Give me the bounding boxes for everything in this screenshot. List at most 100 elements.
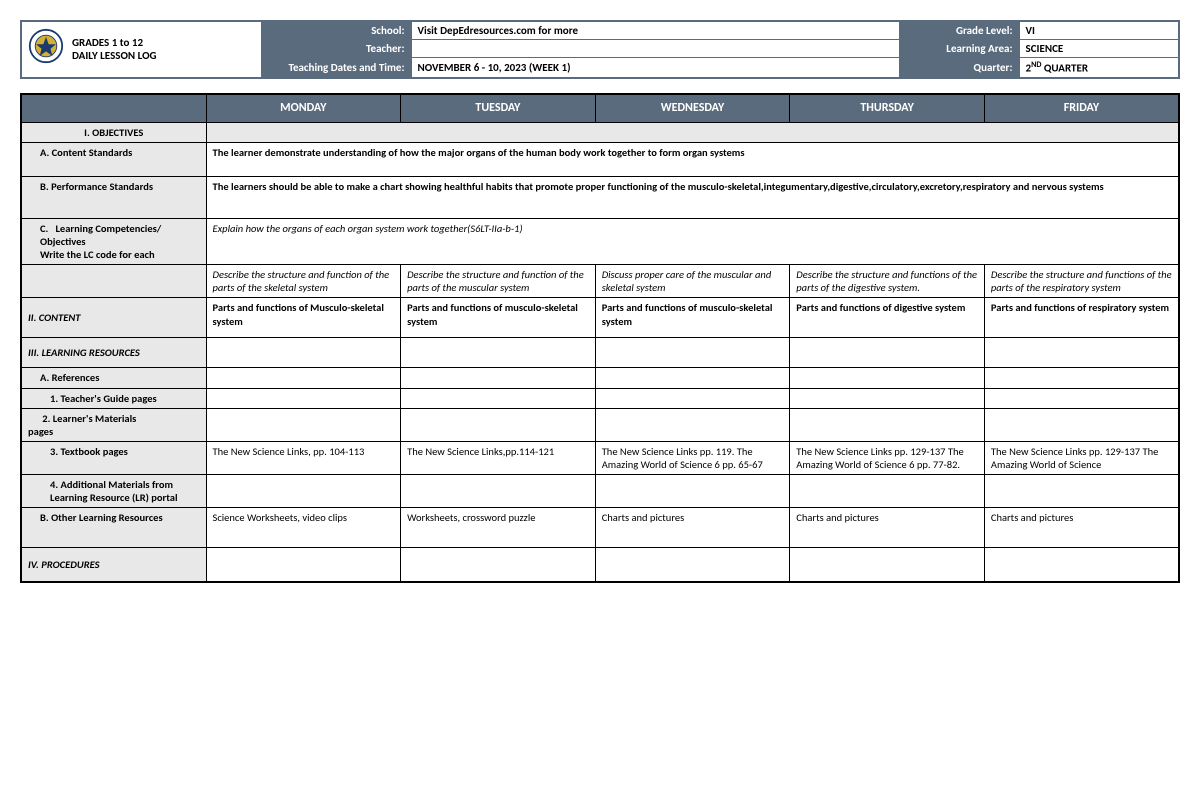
content-std-text: The learner demonstrate understanding of… bbox=[206, 142, 1179, 176]
proc-cell bbox=[984, 548, 1179, 582]
perf-std-text: The learners should be able to make a ch… bbox=[206, 176, 1179, 218]
school-label: School: bbox=[261, 21, 411, 40]
learning-resources-row: III. LEARNING RESOURCES bbox=[21, 338, 1179, 368]
performance-standards-row: B. Performance Standards The learners sh… bbox=[21, 176, 1179, 218]
teacher-label: Teacher: bbox=[261, 40, 411, 58]
content-standards-row: A. Content Standards The learner demonst… bbox=[21, 142, 1179, 176]
addl-cell bbox=[790, 475, 985, 508]
tb-label: 3. Textbook pages bbox=[21, 441, 206, 474]
other-label: B. Other Learning Resources bbox=[21, 508, 206, 548]
quarter-label: Quarter: bbox=[899, 58, 1019, 78]
desc-cell: Describe the structure and function of t… bbox=[206, 265, 401, 298]
references-row: A. References bbox=[21, 368, 1179, 388]
refs-label: A. References bbox=[21, 368, 206, 388]
proc-label: IV. PROCEDURES bbox=[21, 548, 206, 582]
lm-label: 2. Learner's Materialspages bbox=[21, 408, 206, 441]
lc-label: C. Learning Competencies/ ObjectivesWrit… bbox=[21, 218, 206, 264]
lm-cell bbox=[984, 408, 1179, 441]
blank-header bbox=[21, 94, 206, 123]
content-cell: Parts and functions of musculo-skeletal … bbox=[401, 298, 596, 338]
days-header-row: MONDAY TUESDAY WEDNESDAY THURSDAY FRIDAY bbox=[21, 94, 1179, 123]
tb-cell: The New Science Links, pp. 104-113 bbox=[206, 441, 401, 474]
teachers-guide-row: 1. Teacher's Guide pages bbox=[21, 388, 1179, 408]
lesson-log-table: MONDAY TUESDAY WEDNESDAY THURSDAY FRIDAY… bbox=[20, 93, 1180, 583]
tb-cell: The New Science Links pp. 129-137 The Am… bbox=[790, 441, 985, 474]
other-resources-row: B. Other Learning Resources Science Work… bbox=[21, 508, 1179, 548]
proc-cell bbox=[595, 548, 790, 582]
lr-label: III. LEARNING RESOURCES bbox=[21, 338, 206, 368]
lm-cell bbox=[206, 408, 401, 441]
content-cell: Parts and functions of Musculo-skeletal … bbox=[206, 298, 401, 338]
lc-text: Explain how the organs of each organ sys… bbox=[206, 218, 1179, 264]
refs-cell bbox=[206, 368, 401, 388]
addl-cell bbox=[206, 475, 401, 508]
grade-value: VI bbox=[1019, 21, 1179, 40]
grade-label: Grade Level: bbox=[899, 21, 1019, 40]
day-header: WEDNESDAY bbox=[595, 94, 790, 123]
tg-cell bbox=[984, 388, 1179, 408]
content-label: II. CONTENT bbox=[21, 298, 206, 338]
quarter-value: 2ND QUARTER bbox=[1019, 58, 1179, 78]
tg-label: 1. Teacher's Guide pages bbox=[21, 388, 206, 408]
proc-cell bbox=[401, 548, 596, 582]
desc-blank-label bbox=[21, 265, 206, 298]
tb-cell: The New Science Links,pp.114-121 bbox=[401, 441, 596, 474]
area-value: SCIENCE bbox=[1019, 40, 1179, 58]
desc-cell: Describe the structure and function of t… bbox=[401, 265, 596, 298]
other-cell: Charts and pictures bbox=[984, 508, 1179, 548]
tb-cell: The New Science Links pp. 119. The Amazi… bbox=[595, 441, 790, 474]
dates-value: NOVEMBER 6 - 10, 2023 (WEEK 1) bbox=[411, 58, 899, 78]
day-header: TUESDAY bbox=[401, 94, 596, 123]
content-cell: Parts and functions of digestive system bbox=[790, 298, 985, 338]
textbook-row: 3. Textbook pages The New Science Links,… bbox=[21, 441, 1179, 474]
lr-cell bbox=[206, 338, 401, 368]
header-table: GRADES 1 to 12 DAILY LESSON LOG School: … bbox=[20, 20, 1180, 79]
proc-cell bbox=[790, 548, 985, 582]
addl-label: 4. Additional Materials from Learning Re… bbox=[21, 475, 206, 508]
tb-cell: The New Science Links pp. 129-137 The Am… bbox=[984, 441, 1179, 474]
lr-cell bbox=[595, 338, 790, 368]
tg-cell bbox=[206, 388, 401, 408]
objectives-label: I. OBJECTIVES bbox=[21, 122, 206, 142]
addl-cell bbox=[595, 475, 790, 508]
perf-std-label: B. Performance Standards bbox=[21, 176, 206, 218]
title-line2: DAILY LESSON LOG bbox=[72, 49, 157, 62]
additional-materials-row: 4. Additional Materials from Learning Re… bbox=[21, 475, 1179, 508]
desc-cell: Discuss proper care of the muscular and … bbox=[595, 265, 790, 298]
addl-cell bbox=[401, 475, 596, 508]
refs-cell bbox=[984, 368, 1179, 388]
school-value: Visit DepEdresources.com for more bbox=[411, 21, 899, 40]
refs-cell bbox=[790, 368, 985, 388]
other-cell: Worksheets, crossword puzzle bbox=[401, 508, 596, 548]
refs-cell bbox=[401, 368, 596, 388]
lr-cell bbox=[401, 338, 596, 368]
other-cell: Charts and pictures bbox=[595, 508, 790, 548]
desc-cell: Describe the structure and functions of … bbox=[984, 265, 1179, 298]
area-label: Learning Area: bbox=[899, 40, 1019, 58]
other-cell: Science Worksheets, video clips bbox=[206, 508, 401, 548]
objectives-blank bbox=[206, 122, 1179, 142]
proc-cell bbox=[206, 548, 401, 582]
tg-cell bbox=[401, 388, 596, 408]
desc-cell: Describe the structure and functions of … bbox=[790, 265, 985, 298]
day-header: MONDAY bbox=[206, 94, 401, 123]
quarter-text: QUARTER bbox=[1041, 62, 1088, 75]
dates-label: Teaching Dates and Time: bbox=[261, 58, 411, 78]
refs-cell bbox=[595, 368, 790, 388]
deped-logo-icon bbox=[28, 28, 64, 64]
learning-competencies-row: C. Learning Competencies/ ObjectivesWrit… bbox=[21, 218, 1179, 264]
content-std-label: A. Content Standards bbox=[21, 142, 206, 176]
content-cell: Parts and functions of respiratory syste… bbox=[984, 298, 1179, 338]
other-cell: Charts and pictures bbox=[790, 508, 985, 548]
lr-cell bbox=[790, 338, 985, 368]
lm-cell bbox=[595, 408, 790, 441]
description-row: Describe the structure and function of t… bbox=[21, 265, 1179, 298]
tg-cell bbox=[790, 388, 985, 408]
procedures-row: IV. PROCEDURES bbox=[21, 548, 1179, 582]
content-row: II. CONTENT Parts and functions of Muscu… bbox=[21, 298, 1179, 338]
lr-cell bbox=[984, 338, 1179, 368]
quarter-sup: ND bbox=[1031, 60, 1041, 70]
learners-materials-row: 2. Learner's Materialspages bbox=[21, 408, 1179, 441]
content-cell: Parts and functions of musculo-skeletal … bbox=[595, 298, 790, 338]
day-header: THURSDAY bbox=[790, 94, 985, 123]
